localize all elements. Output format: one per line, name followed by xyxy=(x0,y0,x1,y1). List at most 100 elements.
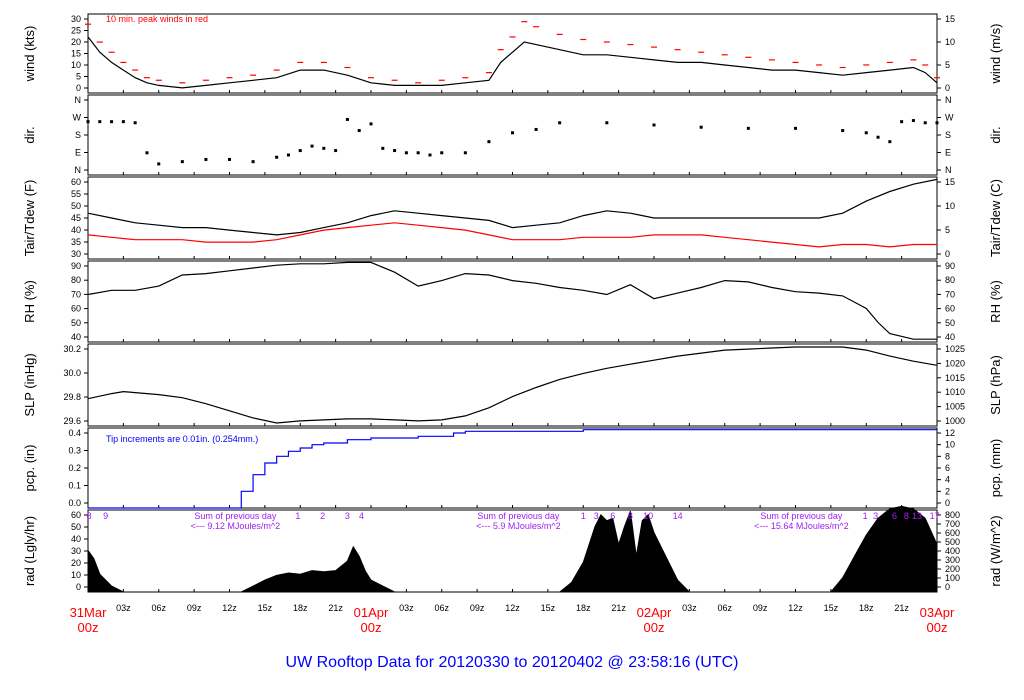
y-tick-label-right: 0 xyxy=(945,249,950,259)
y-tick-label-right: 1025 xyxy=(945,344,965,354)
x-date-hour: 00z xyxy=(927,620,948,635)
y-axis-title-left: wind (kts) xyxy=(22,26,37,83)
radiation-marker-label: 14 xyxy=(673,511,683,521)
x-tick-label: 03z xyxy=(399,603,414,613)
radiation-marker-label: 1 xyxy=(581,511,586,521)
radiation-marker-label: 2 xyxy=(320,511,325,521)
y-axis-title-right: rad (W/m^2) xyxy=(988,515,1003,586)
dir-point xyxy=(794,126,797,130)
y-axis-title-left: pcp. (in) xyxy=(22,445,37,492)
dir-point xyxy=(558,121,562,125)
radiation-marker-label: 6 xyxy=(610,511,615,521)
radiation-marker-label: 8 xyxy=(904,511,909,521)
dir-point xyxy=(888,140,892,144)
dir-point xyxy=(345,117,349,121)
panel-frame xyxy=(87,13,938,94)
y-tick-label-right: 5 xyxy=(945,60,950,70)
x-tick-label: 15z xyxy=(824,603,839,613)
y-axis-title-right: wind (m/s) xyxy=(988,24,1003,85)
panel-pcp: 0.0 0.1 0.2 0.3 0.4 0 24 6 810 12 pcp. (in) pcp. (m… xyxy=(22,427,1003,509)
dir-point xyxy=(98,120,102,124)
y-tick-label-right: 1020 xyxy=(945,358,965,368)
y-tick-label-right: 0 xyxy=(945,582,950,592)
dir-point xyxy=(440,151,444,155)
dir-point xyxy=(157,162,161,166)
y-tick-label-right: 700 xyxy=(945,519,960,529)
y-tick-label-right: 1015 xyxy=(945,373,965,383)
radiation-area xyxy=(87,505,938,593)
panel-tair: 30 35 40 45 50 55 60 0 5 10 15 Tair/Tdew (F) Tair/Td… xyxy=(22,176,1003,260)
series-line xyxy=(87,178,938,236)
dir-point xyxy=(404,151,408,155)
radiation-marker-label: 6 xyxy=(892,511,897,521)
x-date-label: 02Apr xyxy=(637,605,672,620)
series-line xyxy=(87,222,937,248)
radiation-marker-label: 8 xyxy=(87,511,92,521)
x-tick-label: 12z xyxy=(505,603,520,613)
y-tick-label: 0.1 xyxy=(68,481,81,491)
x-tick-label: 15z xyxy=(541,603,556,613)
dir-point xyxy=(298,149,302,153)
y-axis-title-left: rad (Lgly/hr) xyxy=(22,516,37,586)
y-tick-label-right: W xyxy=(945,113,954,123)
dir-point xyxy=(935,121,939,125)
y-tick-label-right: 0 xyxy=(945,83,950,93)
dir-point xyxy=(923,121,927,125)
x-tick-label: 06z xyxy=(151,603,166,613)
dir-point xyxy=(393,149,397,153)
radiation-marker-label: 8 xyxy=(628,511,633,521)
y-tick-label: 45 xyxy=(71,213,81,223)
x-tick-label: 21z xyxy=(611,603,626,613)
y-tick-label: 25 xyxy=(71,26,81,36)
y-axis-title-right: Tair/Tdew (C) xyxy=(988,179,1003,257)
y-tick-label-right: 80 xyxy=(945,275,955,285)
x-tick-label: 15z xyxy=(258,603,273,613)
series-line xyxy=(87,36,938,89)
radiation-sum-value: <--- 9.12 MJoules/m^2 xyxy=(191,521,281,531)
dir-point xyxy=(911,119,915,123)
x-tick-label: 18z xyxy=(859,603,874,613)
y-tick-label: 60 xyxy=(71,177,81,187)
radiation-marker-label: 3 xyxy=(594,511,599,521)
y-tick-label: 35 xyxy=(71,237,81,247)
y-tick-label: 55 xyxy=(71,189,81,199)
radiation-marker-label: 10 xyxy=(643,511,653,521)
dir-point xyxy=(133,121,137,125)
y-tick-label: N xyxy=(75,95,82,105)
panel-annotation: Tip increments are 0.01in. (0.254mm.) xyxy=(106,434,258,444)
dir-point xyxy=(251,160,255,164)
radiation-sum-label: Sum of previous day xyxy=(477,511,560,521)
y-tick-label: 60 xyxy=(71,304,81,314)
y-tick-label: E xyxy=(75,148,81,158)
y-tick-label-right: 10 xyxy=(945,201,955,211)
y-tick-label: 30 xyxy=(71,546,81,556)
panel-frame xyxy=(87,343,938,427)
y-tick-label: 10 xyxy=(71,570,81,580)
panel-annotation: 10 min. peak winds in red xyxy=(106,14,208,24)
series-line xyxy=(87,346,938,424)
x-date-label: 03Apr xyxy=(920,605,955,620)
radiation-sum-label: Sum of previous day xyxy=(760,511,843,521)
y-tick-label: 30 xyxy=(71,249,81,259)
y-tick-label: N xyxy=(75,165,82,175)
y-tick-label: 20 xyxy=(71,558,81,568)
y-tick-label-right: 400 xyxy=(945,546,960,556)
dir-point xyxy=(381,146,385,150)
y-tick-label-right: 500 xyxy=(945,537,960,547)
y-tick-label-right: 600 xyxy=(945,528,960,538)
y-tick-label-right: 4 xyxy=(945,475,950,485)
x-tick-label: 09z xyxy=(470,603,485,613)
panel-frame xyxy=(87,260,938,343)
panel-frame xyxy=(87,94,938,176)
dir-point xyxy=(204,157,208,161)
radiation-marker-label: 17 xyxy=(930,511,940,521)
y-tick-label: 40 xyxy=(71,534,81,544)
y-tick-label: 20 xyxy=(71,37,81,47)
dir-point xyxy=(428,153,432,157)
y-tick-label: 5 xyxy=(76,72,81,82)
y-tick-label-right: 70 xyxy=(945,289,955,299)
x-tick-label: 03z xyxy=(682,603,697,613)
y-axis-title-left: SLP (inHg) xyxy=(22,353,37,416)
